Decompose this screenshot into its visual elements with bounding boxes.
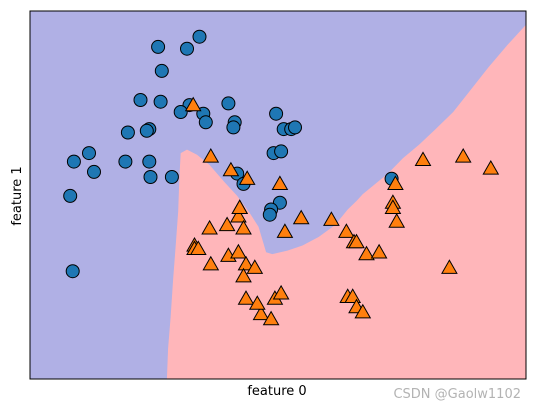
class0-point-4 xyxy=(133,93,148,107)
class1-point-2 xyxy=(222,161,240,177)
class1-point-41 xyxy=(248,295,266,310)
class1-point-20 xyxy=(323,211,340,226)
class1-point-37 xyxy=(252,305,270,321)
class1-point-26 xyxy=(387,175,404,190)
class1-point-12 xyxy=(230,207,247,223)
class1-point-35 xyxy=(235,267,252,283)
class1-point-38 xyxy=(262,310,280,326)
class1-point-18 xyxy=(276,223,294,238)
class0-point-19 xyxy=(82,146,96,161)
class1-point-32 xyxy=(482,159,500,175)
class1-point-3 xyxy=(238,170,256,185)
class1-point-25 xyxy=(370,243,388,259)
class0-point-2 xyxy=(192,29,207,44)
class0-point-15 xyxy=(226,120,241,135)
class1-point-17 xyxy=(246,259,264,274)
class0-point-31 xyxy=(262,207,277,222)
class1-point-36 xyxy=(237,290,255,305)
class1-point-31 xyxy=(454,147,472,163)
class0-point-5 xyxy=(153,94,168,109)
class1-point-5 xyxy=(201,219,218,235)
watermark: CSDN @Gaolw1102 xyxy=(393,387,521,402)
class0-point-12 xyxy=(120,125,135,140)
y-axis-label: feature 1 xyxy=(10,166,25,225)
class1-point-28 xyxy=(384,199,402,214)
plot-frame xyxy=(29,10,527,380)
class1-point-24 xyxy=(358,245,375,261)
class0-point-13 xyxy=(221,96,236,111)
class0-point-24 xyxy=(63,188,78,203)
class1-point-23 xyxy=(348,233,365,249)
class1-point-0 xyxy=(184,96,202,112)
plot-area xyxy=(29,10,527,380)
decision-region-class1 xyxy=(166,24,526,379)
class1-point-34 xyxy=(202,255,220,271)
class0-point-11 xyxy=(139,123,154,138)
class0-point-21 xyxy=(118,154,133,169)
class0-point-16 xyxy=(269,106,284,121)
class1-point-40 xyxy=(272,284,290,300)
class0-point-23 xyxy=(87,164,101,179)
class0-point-34 xyxy=(274,144,289,159)
class0-point-22 xyxy=(142,154,157,169)
class1-point-1 xyxy=(202,147,220,163)
class0-point-8 xyxy=(198,115,213,130)
class1-point-29 xyxy=(388,212,406,228)
class1-point-19 xyxy=(292,209,310,225)
class1-point-16 xyxy=(237,255,255,271)
class1-point-33 xyxy=(441,259,458,274)
class1-point-4 xyxy=(271,175,289,190)
class1-point-13 xyxy=(231,199,249,214)
class1-point-14 xyxy=(235,219,252,235)
scatter-points xyxy=(63,29,500,326)
class0-point-36 xyxy=(288,120,302,135)
class0-point-9 xyxy=(173,105,188,119)
class0-point-0 xyxy=(151,39,166,54)
class0-point-3 xyxy=(154,63,169,78)
class1-point-21 xyxy=(338,223,355,238)
class0-point-1 xyxy=(180,41,194,56)
class0-point-25 xyxy=(143,170,158,184)
class1-point-6 xyxy=(218,216,236,232)
class0-point-20 xyxy=(66,154,81,169)
class0-point-26 xyxy=(164,170,179,184)
class0-point-33 xyxy=(65,264,80,279)
class1-point-15 xyxy=(230,243,247,259)
class1-point-30 xyxy=(414,151,432,166)
x-axis-label: feature 0 xyxy=(247,384,306,399)
class1-point-9 xyxy=(189,240,207,255)
class1-point-45 xyxy=(354,303,372,319)
